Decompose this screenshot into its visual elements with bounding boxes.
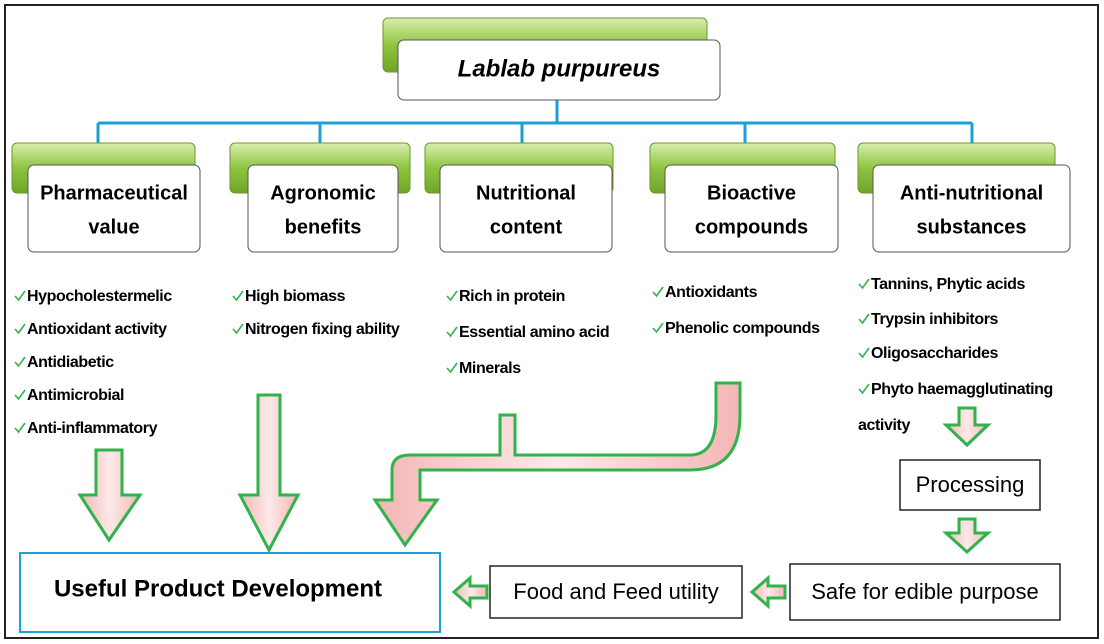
check [652,286,664,298]
item-text: Antioxidant activity [27,321,167,338]
list-item: Antimicrobial [14,379,229,413]
category-box [664,164,839,253]
safe-box [789,563,1061,621]
category-label: benefits [285,216,362,238]
check [232,323,244,335]
item-text: Rich in protein [459,288,566,305]
check [446,362,458,374]
category-label: Pharmaceutical [40,182,188,204]
category-box [439,164,613,253]
category-label: compounds [695,216,808,238]
category-label: content [490,216,563,238]
item-text: Trypsin inhibitors [871,310,999,328]
list-item: Rich in protein [446,280,661,314]
check [652,322,664,334]
category-box [872,164,1071,253]
category-label: value [88,216,139,238]
item-text: High biomass [245,288,346,305]
item-text: Antimicrobial [27,387,125,404]
check [858,347,870,359]
check [446,290,458,302]
list-item: Oligosaccharides [858,337,1090,371]
check [858,278,870,290]
list-item: High biomass [232,280,447,314]
arrows [77,381,992,610]
list-item: Phenolic compounds [652,312,857,346]
item-text: Antioxidants [665,284,758,301]
category-label: Anti-nutritional [900,182,1043,204]
check [14,389,26,401]
useful-box [19,552,441,633]
food: Food and Feed utility [513,579,718,604]
category-box [27,164,201,253]
category-label: Nutritional [476,182,576,204]
food-box [489,565,743,619]
item-text: Hypocholestermelic [27,288,172,305]
item-text: Essential amino acid [459,324,610,341]
list-item: Trypsin inhibitors [858,303,1090,337]
item-text: Minerals [459,360,521,377]
item-text: Tannins, Phytic acids [871,276,1026,293]
title-box [397,39,721,101]
processing-box [899,459,1041,511]
item-text: Phyto haemagglutinating activity [858,380,1053,434]
check [858,383,870,394]
item-text: Phenolic compounds [665,320,820,337]
list-item: Minerals [446,352,661,386]
item-text: Anti-inflammatory [27,420,158,437]
item-text: Oligosaccharides [871,345,998,362]
check [858,313,870,324]
title: Lablab purpureus [458,55,661,82]
border [4,4,1099,639]
category-label: Agronomic [270,182,376,204]
category-box [247,164,399,253]
item-text: Nitrogen fixing ability [245,321,400,338]
check [446,326,458,338]
list-item: Phyto haemagglutinating activity [858,372,1090,444]
processing: Processing [916,472,1025,497]
check [14,422,26,434]
item-text: Antidiabetic [27,354,114,371]
check [14,323,26,335]
connectors [96,100,974,145]
check [14,290,26,302]
list-item: Essential amino acid [446,316,661,350]
category-label: Bioactive [707,182,796,204]
safe: Safe for edible purpose [811,579,1039,604]
check [232,290,244,302]
check [14,356,26,368]
useful: Useful Product Development [54,575,382,602]
list-item: Antioxidant activity [14,313,229,347]
category-label: substances [916,216,1026,238]
list-item: Tannins, Phytic acids [858,268,1090,302]
list-item: Antidiabetic [14,346,229,380]
list-item: Antioxidants [652,276,857,310]
list-item: Hypocholestermelic [14,280,229,314]
list-item: Nitrogen fixing ability [232,313,447,347]
list-item: Anti-inflammatory [14,412,229,446]
